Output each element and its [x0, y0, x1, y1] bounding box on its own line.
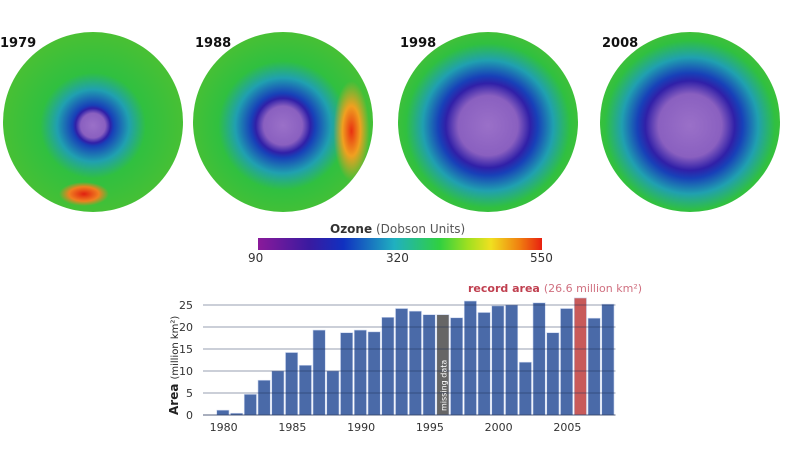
bar-2001 [505, 304, 519, 416]
x-tick-label: 1980 [210, 421, 238, 434]
globe-year-label: 1979 [0, 36, 37, 51]
bar-1987 [312, 329, 326, 416]
colorbar-title: Ozone (Dobson Units) [330, 222, 466, 236]
bar-1980 [216, 409, 230, 416]
y-tick-label: 0 [186, 409, 193, 422]
bar-1992 [381, 317, 395, 416]
bar-2004 [546, 332, 560, 416]
x-tick-label: 2000 [485, 421, 513, 434]
bar-1997 [450, 317, 464, 416]
bar-2003 [532, 302, 546, 416]
bar-2008 [601, 303, 615, 416]
record-annotation: record area (26.6 million km²) [468, 282, 642, 295]
x-tick-label: 1995 [416, 421, 444, 434]
bar-1999 [477, 312, 491, 416]
x-tick-label: 1990 [347, 421, 375, 434]
ozone-globe-1988 [193, 32, 373, 212]
globe-year-label: 1998 [400, 36, 437, 51]
colorbar-tick-max: 550 [530, 251, 553, 265]
bar-1990 [353, 329, 367, 416]
y-axis-label: Area(million km²) [167, 316, 181, 415]
bar-2006 [573, 297, 587, 416]
bar-1985 [285, 352, 299, 416]
bar-1982 [243, 394, 257, 416]
colorbar-tick-mid: 320 [386, 251, 409, 265]
globe-year-label: 2008 [602, 36, 639, 51]
ozone-colorbar [258, 238, 542, 250]
ozone-globe-1979 [3, 32, 183, 212]
y-tick-label: 5 [186, 387, 193, 400]
bar-1993 [395, 308, 409, 416]
bar-2007 [587, 317, 601, 416]
x-tick-label: 1985 [278, 421, 306, 434]
y-tick-label: 25 [179, 299, 193, 312]
bar-2002 [518, 361, 532, 416]
bar-1983 [257, 379, 271, 416]
y-tick-label: 20 [179, 321, 193, 334]
bar-1995 [422, 314, 436, 416]
ozone-globe-2008 [600, 32, 780, 212]
x-tick-label: 2005 [553, 421, 581, 434]
bar-1991 [367, 331, 381, 416]
globe-year-label: 1988 [195, 36, 232, 51]
bar-1986 [298, 364, 312, 416]
y-tick-label: 10 [179, 365, 193, 378]
bar-1989 [340, 332, 354, 416]
bar-2005 [560, 308, 574, 416]
colorbar-tick-min: 90 [248, 251, 264, 265]
bar-1998 [463, 300, 477, 416]
bar-2000 [491, 305, 505, 416]
ozone-globe-1998 [398, 32, 578, 212]
y-tick-label: 15 [179, 343, 193, 356]
missing-data-label: missing data [440, 360, 449, 411]
